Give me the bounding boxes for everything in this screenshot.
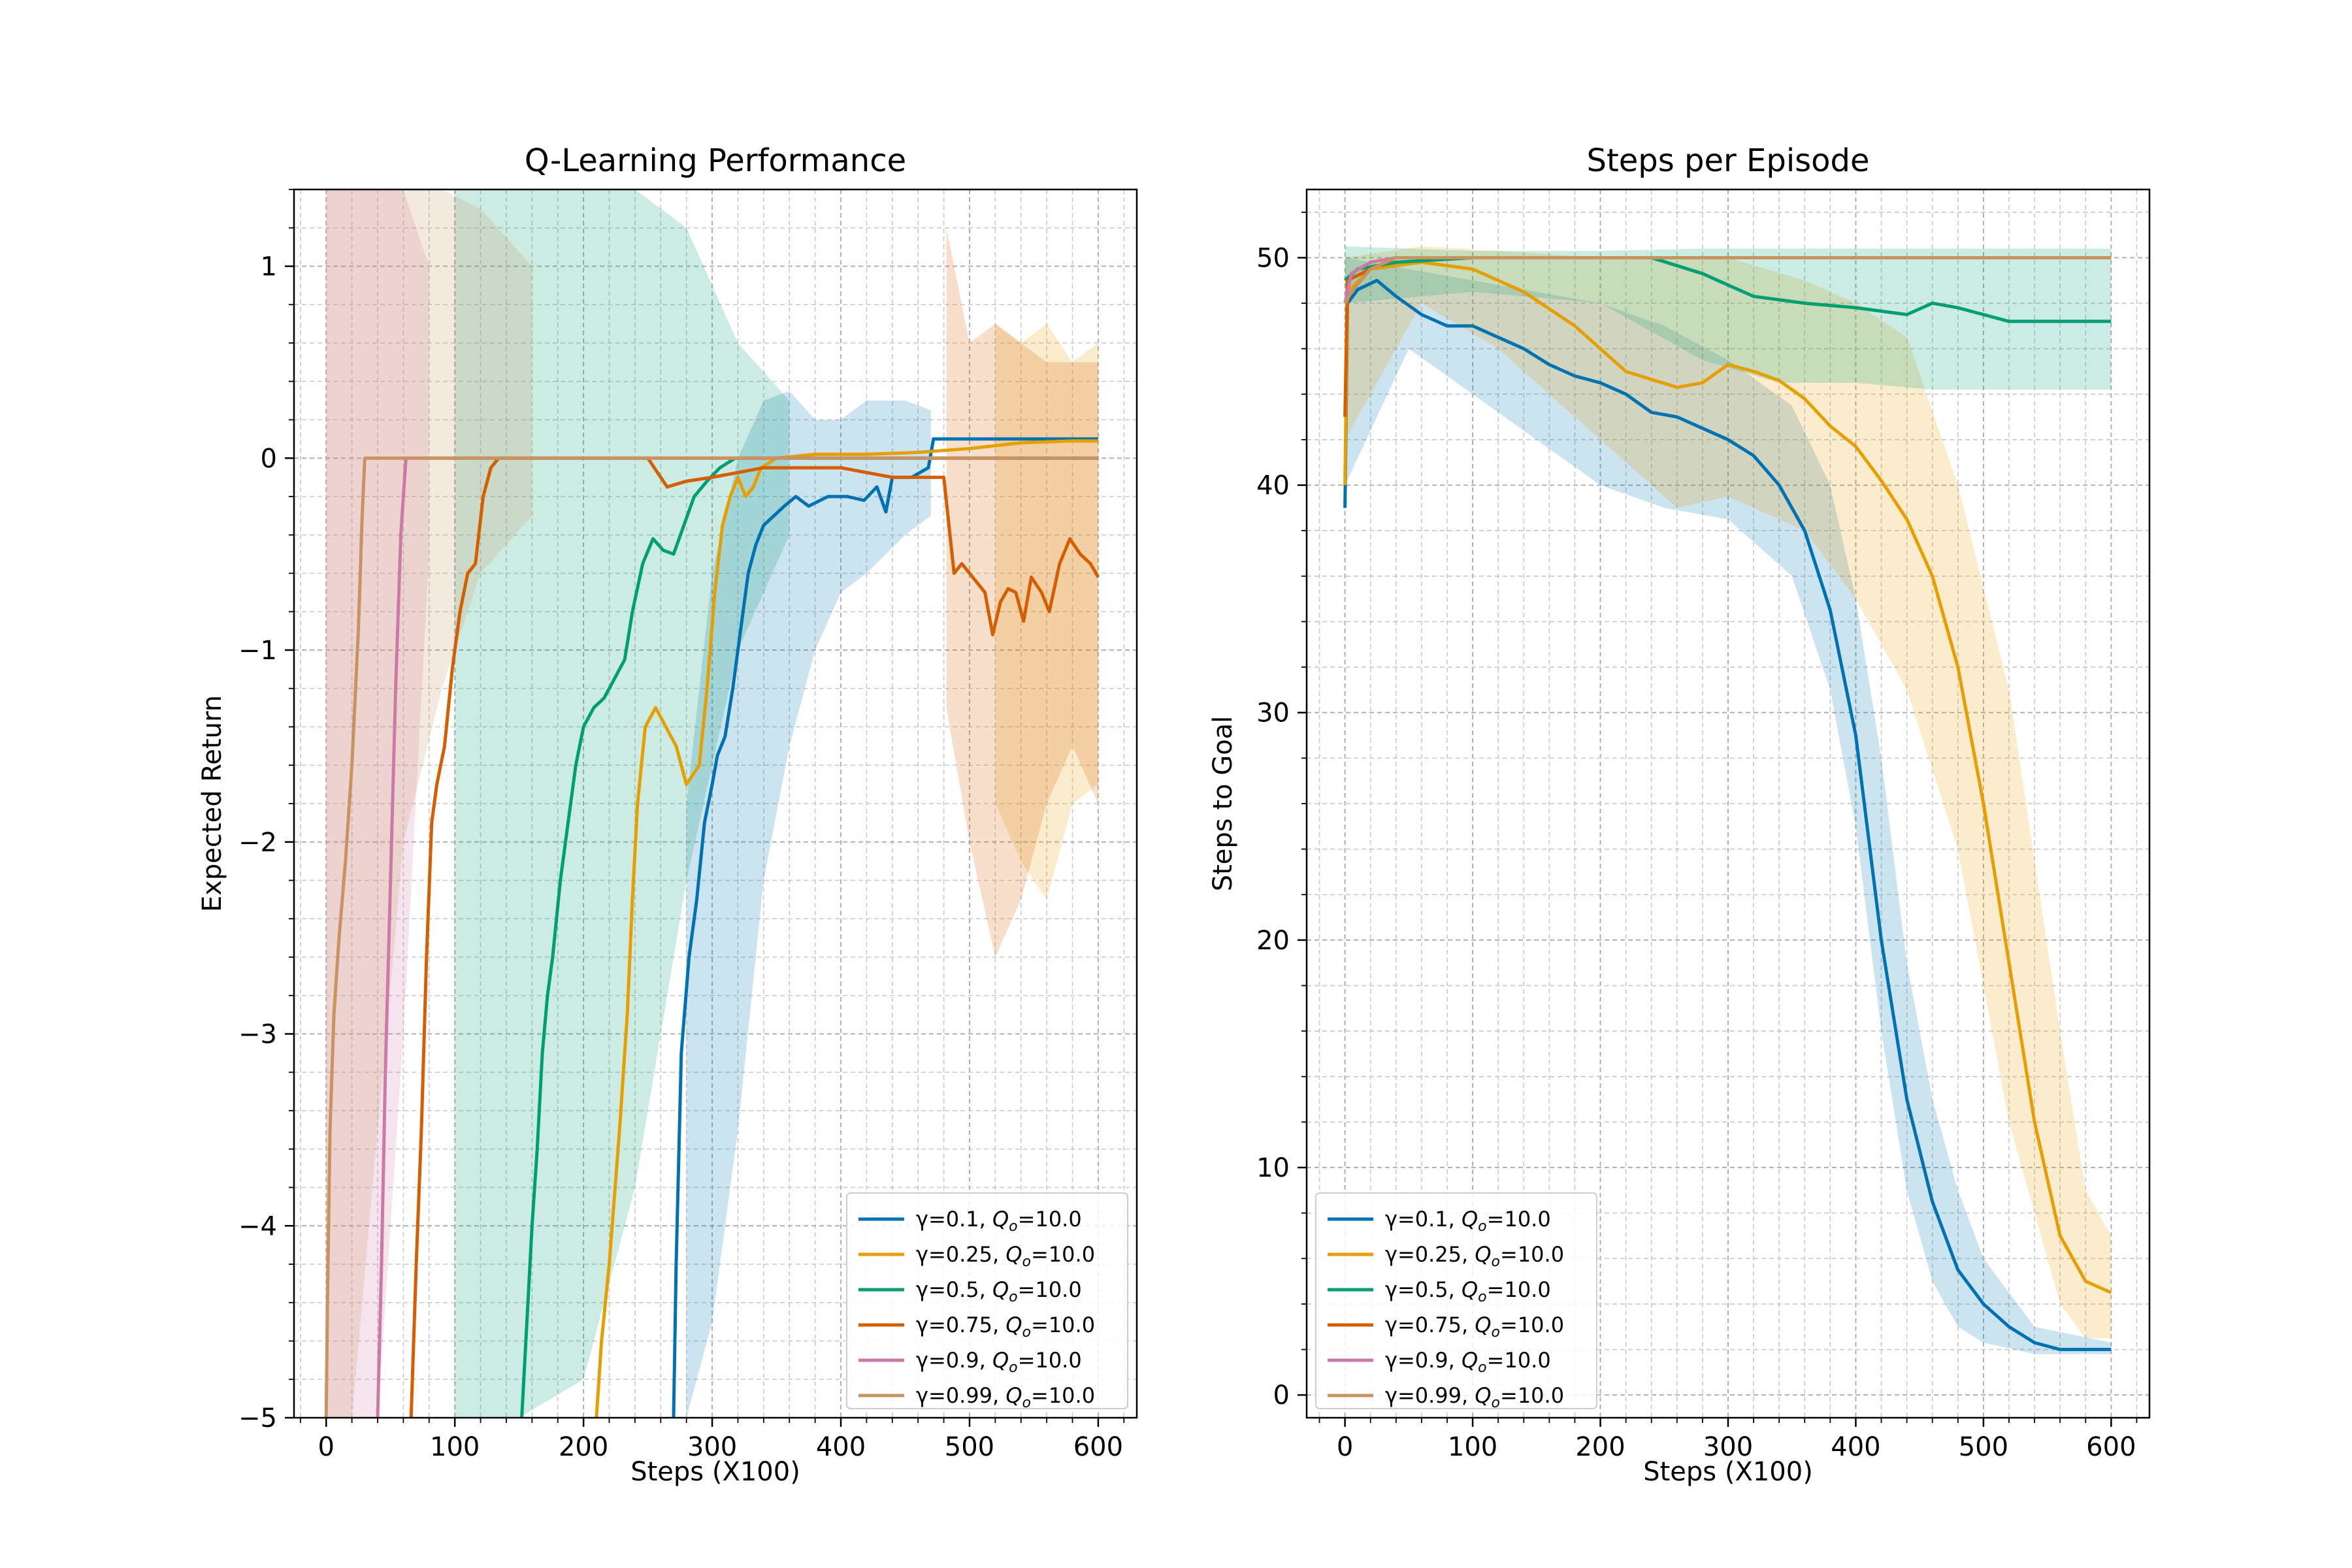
legend-entry-label: γ=0.5, Qo=10.0 — [916, 1277, 1082, 1305]
legend-entry-label: γ=0.9, Qo=10.0 — [1385, 1348, 1551, 1376]
right-chart-ticks: 0 100 200 300 400 500 600 0 10 20 30 40 50 — [1256, 211, 2138, 1462]
series-line — [324, 456, 1098, 1418]
y-tick-label: −3 — [238, 1020, 277, 1050]
x-tick-label: 400 — [816, 1432, 866, 1462]
left-chart-xlabel: Steps (X100) — [630, 1457, 800, 1487]
confidence-band — [686, 391, 931, 1418]
x-tick-label: 300 — [1703, 1432, 1753, 1462]
x-tick-label: 0 — [1337, 1432, 1353, 1462]
left-chart-panel: Q-Learning Performance 0 100 200 300 400 500 6… — [197, 142, 1138, 1487]
x-tick-label: 500 — [945, 1432, 994, 1462]
x-tick-label: 400 — [1831, 1432, 1880, 1462]
y-tick-label: 30 — [1256, 698, 1290, 728]
left-chart-ticks: 0 100 200 300 400 500 600 −5 −4 −3 −2 −1 0 1 — [238, 189, 1125, 1462]
legend-entry-label: γ=0.99, Qo=10.0 — [916, 1383, 1095, 1411]
y-tick-label: 0 — [261, 444, 277, 474]
y-tick-label: 50 — [1256, 243, 1290, 273]
legend-entry-label: γ=0.25, Qo=10.0 — [916, 1242, 1095, 1270]
x-tick-label: 600 — [1073, 1432, 1123, 1462]
series-line — [595, 439, 1098, 1418]
legend-entry-label: γ=0.75, Qo=10.0 — [1385, 1313, 1564, 1341]
legend-entry-label: γ=0.25, Qo=10.0 — [1385, 1242, 1564, 1270]
y-tick-label: −1 — [238, 636, 277, 666]
right-chart-legend: γ=0.1, Qo=10.0 γ=0.25, Qo=10.0 γ=0.5, Qo=1… — [1315, 1192, 1597, 1411]
series-line — [376, 456, 1098, 1418]
right-chart-title: Steps per Episode — [1586, 142, 1869, 179]
y-tick-label: 0 — [1273, 1380, 1290, 1411]
legend-box — [846, 1192, 1128, 1409]
legend-entry-label: γ=0.9, Qo=10.0 — [916, 1348, 1082, 1376]
y-tick-label: 10 — [1256, 1153, 1290, 1183]
y-tick-label: −2 — [238, 828, 277, 858]
x-tick-label: 0 — [318, 1432, 335, 1462]
x-tick-label: 200 — [1575, 1432, 1625, 1462]
x-tick-label: 300 — [687, 1432, 737, 1462]
right-chart-ylabel: Steps to Goal — [1208, 716, 1238, 892]
series-line — [520, 456, 1098, 1418]
left-chart-lines — [324, 437, 1100, 1418]
legend-entry-label: γ=0.1, Qo=10.0 — [916, 1207, 1082, 1235]
left-chart-legend: γ=0.1, Qo=10.0 γ=0.25, Qo=10.0 γ=0.5, Qo=1… — [846, 1192, 1128, 1411]
legend-entry-label: γ=0.75, Qo=10.0 — [916, 1313, 1095, 1341]
y-tick-label: −5 — [238, 1403, 277, 1433]
legend-entry-label: γ=0.5, Qo=10.0 — [1385, 1277, 1551, 1305]
right-chart-xlabel: Steps (X100) — [1643, 1457, 1813, 1487]
x-tick-label: 500 — [1959, 1432, 2008, 1462]
series-line — [1343, 255, 2112, 323]
y-tick-label: 1 — [261, 252, 277, 282]
series-line — [1343, 255, 2112, 304]
series-line — [1343, 260, 2112, 1294]
right-chart-panel: Steps per Episode 0 100 200 300 400 500 600 0 10… — [1208, 142, 2151, 1487]
x-tick-label: 200 — [559, 1432, 608, 1462]
right-chart-bands — [1345, 246, 2112, 1354]
series-line — [409, 456, 1100, 1418]
confidence-band — [995, 323, 1098, 900]
x-tick-label: 100 — [430, 1432, 480, 1462]
right-chart-lines — [1343, 255, 2112, 1352]
left-chart-title: Q-Learning Performance — [525, 142, 906, 179]
y-tick-label: 20 — [1256, 926, 1290, 956]
left-chart-ylabel: Expected Return — [197, 695, 227, 912]
legend-entry-label: γ=0.99, Qo=10.0 — [1385, 1383, 1564, 1411]
legend-entry-label: γ=0.1, Qo=10.0 — [1385, 1207, 1551, 1235]
confidence-band — [1345, 246, 2112, 1339]
confidence-band — [326, 189, 532, 1418]
series-line — [1343, 278, 2112, 1352]
confidence-band — [1345, 246, 2112, 390]
confidence-band — [946, 227, 1098, 957]
y-tick-label: −4 — [238, 1211, 277, 1241]
x-tick-label: 600 — [2086, 1432, 2136, 1462]
confidence-band — [1345, 257, 2112, 1354]
x-tick-label: 100 — [1448, 1432, 1497, 1462]
legend-box — [1315, 1192, 1597, 1409]
y-tick-label: 40 — [1256, 471, 1290, 501]
